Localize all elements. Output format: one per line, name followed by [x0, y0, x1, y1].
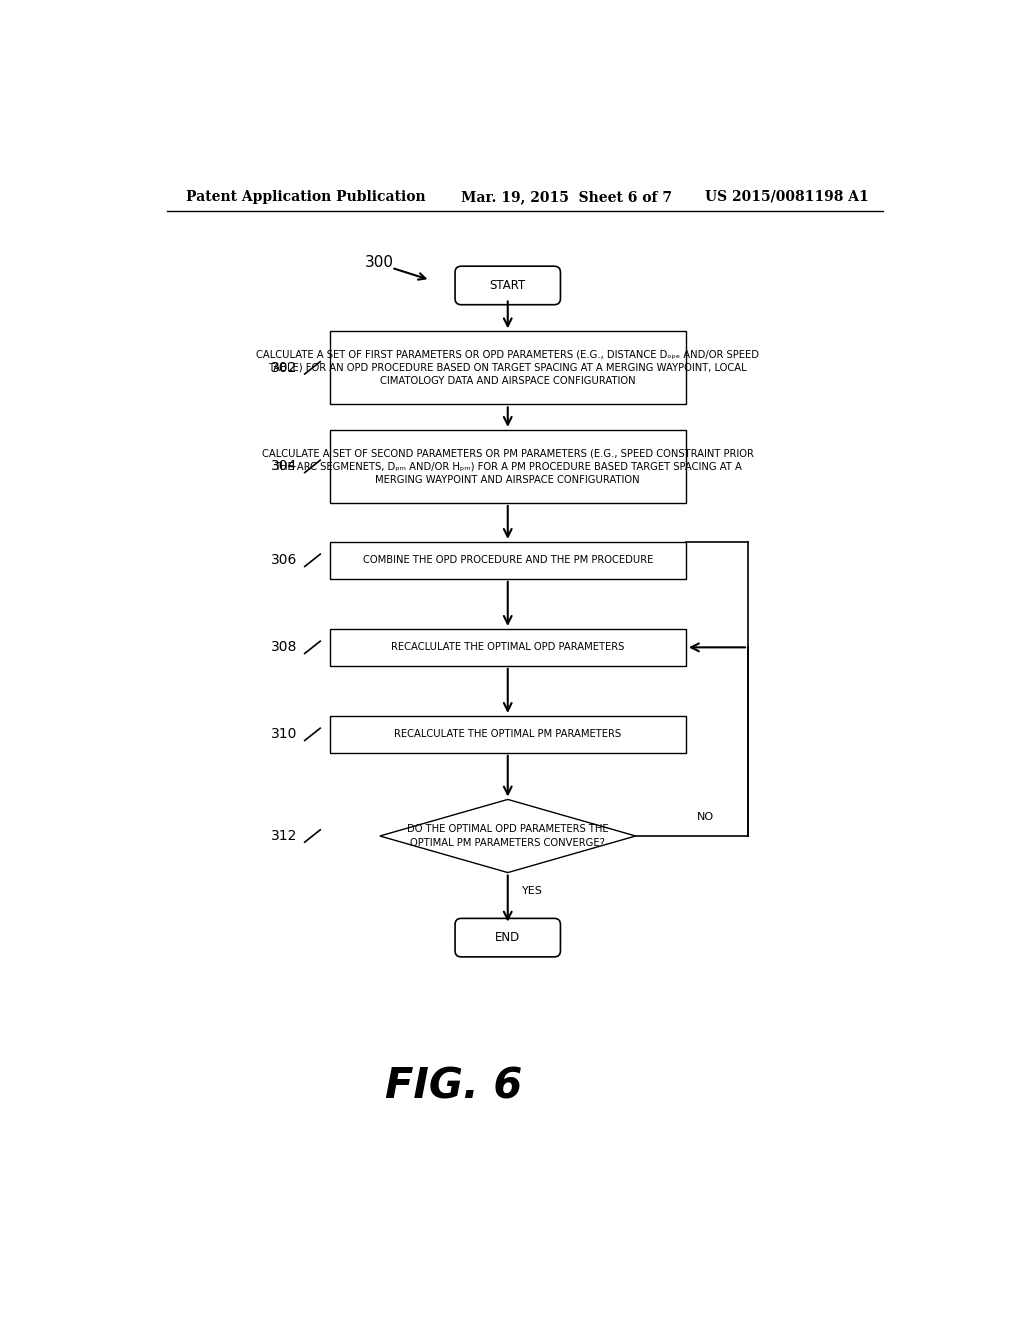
Text: CALCULATE A SET OF SECOND PARAMETERS OR PM PARAMETERS (E.G., SPEED CONSTRAINT PR: CALCULATE A SET OF SECOND PARAMETERS OR … [262, 449, 754, 484]
Bar [330, 331, 686, 404]
Text: 306: 306 [270, 553, 297, 568]
Text: START: START [489, 279, 526, 292]
Bar [330, 628, 686, 665]
Text: END: END [496, 931, 520, 944]
Polygon shape [380, 800, 636, 873]
Text: Mar. 19, 2015  Sheet 6 of 7: Mar. 19, 2015 Sheet 6 of 7 [461, 190, 672, 203]
Text: CALCULATE A SET OF FIRST PARAMETERS OR OPD PARAMETERS (E.G., DISTANCE Dₒₚₑ AND/O: CALCULATE A SET OF FIRST PARAMETERS OR O… [256, 350, 759, 385]
Text: COMBINE THE OPD PROCEDURE AND THE PM PROCEDURE: COMBINE THE OPD PROCEDURE AND THE PM PRO… [362, 556, 653, 565]
Text: FIG. 6: FIG. 6 [385, 1065, 522, 1107]
Text: RECALCULATE THE OPTIMAL PM PARAMETERS: RECALCULATE THE OPTIMAL PM PARAMETERS [394, 730, 622, 739]
FancyBboxPatch shape [455, 919, 560, 957]
Text: RECACLULATE THE OPTIMAL OPD PARAMETERS: RECACLULATE THE OPTIMAL OPD PARAMETERS [391, 643, 625, 652]
Bar [330, 430, 686, 503]
Bar [330, 715, 686, 752]
Text: 304: 304 [270, 459, 297, 474]
Text: 300: 300 [365, 255, 393, 269]
FancyBboxPatch shape [455, 267, 560, 305]
Text: DO THE OPTIMAL OPD PARAMETERS THE
OPTIMAL PM PARAMETERS CONVERGE?: DO THE OPTIMAL OPD PARAMETERS THE OPTIMA… [407, 824, 608, 847]
Text: US 2015/0081198 A1: US 2015/0081198 A1 [706, 190, 869, 203]
Text: YES: YES [521, 886, 543, 896]
Bar [330, 543, 686, 579]
Text: 308: 308 [270, 640, 297, 655]
Text: 312: 312 [270, 829, 297, 843]
Text: 302: 302 [270, 360, 297, 375]
Text: Patent Application Publication: Patent Application Publication [186, 190, 426, 203]
Text: 310: 310 [270, 727, 297, 742]
Text: NO: NO [696, 812, 714, 822]
